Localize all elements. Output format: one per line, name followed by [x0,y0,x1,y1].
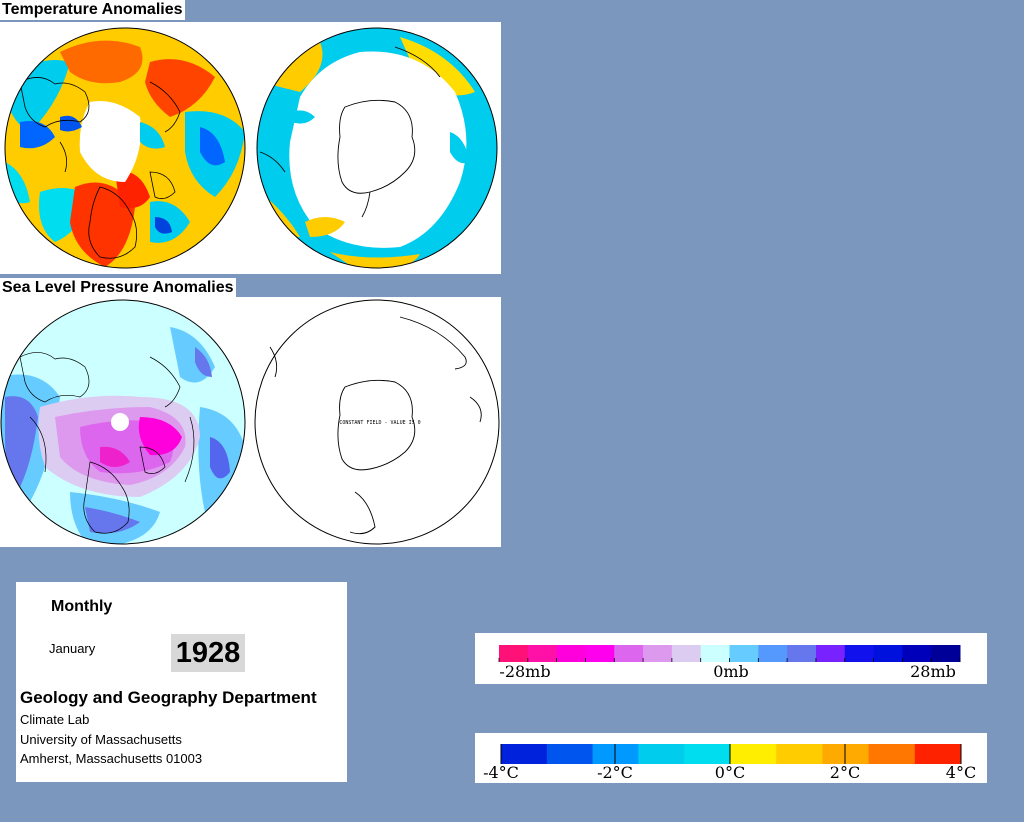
pressure-color-swatch [527,645,558,662]
pressure-color-swatch [614,645,644,662]
pressure-color-swatch [700,645,730,662]
university-name: University of Massachusetts [20,732,182,747]
temperature-color-swatch-cold [592,744,639,764]
temperature-northern-hemisphere-map [5,28,245,268]
pressure-color-swatch [556,645,586,662]
pressure-color-swatch [499,645,529,662]
temp-label-3: 2°C [830,763,860,782]
pressure-sh-note: CONSTANT FIELD - VALUE IS 0 [339,420,420,426]
pressure-panel: CONSTANT FIELD - VALUE IS 0 [0,297,501,547]
temperature-southern-hemisphere-map [257,28,497,268]
pressure-label-zero: 0mb [713,662,749,681]
temp-label-1: -2°C [597,763,633,782]
pressure-legend: -28mb 0mb 28mb [475,633,987,684]
period-label: Monthly [51,598,113,615]
temperature-color-swatch-cold [684,744,731,764]
pressure-color-swatch [758,645,788,662]
pressure-northern-hemisphere-map [1,300,245,544]
pressure-southern-hemisphere-map [254,299,500,545]
year-label: 1928 [171,634,245,672]
pressure-color-swatch [585,645,615,662]
address-line: Amherst, Massachusetts 01003 [20,751,203,766]
temperature-color-swatch-warm [776,744,823,764]
pressure-color-swatch [815,645,846,662]
temperature-legend: -4°C -2°C 0°C 2°C 4°C [475,733,987,783]
temperature-section-title: Temperature Anomalies [0,0,185,20]
pressure-color-swatch [873,645,903,662]
lab-name: Climate Lab [20,712,90,727]
temp-label-0: -4°C [483,763,519,782]
temperature-color-swatch-warm [822,744,870,764]
pressure-color-swatch [902,645,932,662]
temperature-color-swatch-cold [546,744,594,764]
temperature-color-swatch-cold [501,744,548,764]
pressure-label-max: 28mb [910,662,956,681]
temperature-panel [0,22,501,274]
pressure-color-swatch [643,645,673,662]
pressure-color-swatch [787,645,817,662]
pressure-color-swatch [844,645,875,662]
department-name: Geology and Geography Department [20,688,317,707]
temp-label-4: 4°C [946,763,976,782]
info-box: Monthly January 1928 Geology and Geograp… [16,582,347,782]
pressure-color-bar [498,645,961,662]
temperature-color-swatch-cold [638,744,685,764]
temp-label-2: 0°C [715,763,745,782]
pressure-label-min: -28mb [499,662,550,681]
temperature-color-swatch-warm [868,744,916,764]
pressure-color-swatch [729,645,759,662]
temperature-color-swatch-warm [914,744,962,764]
temperature-color-bar [500,744,962,764]
pressure-section-title: Sea Level Pressure Anomalies [0,278,236,298]
pressure-color-swatch [931,645,961,662]
month-label: January [49,641,96,656]
pressure-color-swatch [671,645,702,662]
temperature-color-swatch-warm [730,744,777,764]
